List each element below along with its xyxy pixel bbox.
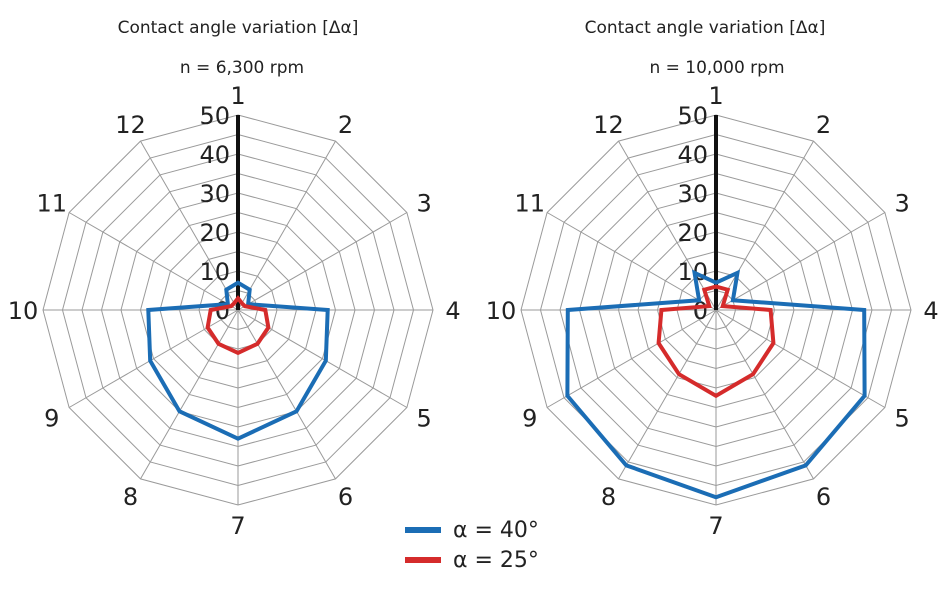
radial-tick-label: 0: [693, 297, 708, 325]
radial-tick-label: 20: [199, 219, 230, 247]
radial-tick-label: 40: [199, 141, 230, 169]
category-label: 8: [123, 483, 138, 511]
radial-tick-label: 30: [199, 180, 230, 208]
legend-label-alpha-25: α = 25°: [453, 547, 539, 573]
grid-spoke: [546, 212, 717, 311]
grid-spoke: [237, 140, 336, 311]
radial-tick-label: 40: [677, 141, 708, 169]
grid-spoke: [237, 212, 408, 311]
category-label: 11: [515, 190, 546, 218]
category-label: 10: [8, 297, 39, 325]
category-label: 2: [338, 111, 353, 139]
grid-spoke: [715, 309, 886, 408]
category-label: 10: [486, 297, 517, 325]
category-label: 4: [445, 297, 460, 325]
category-label: 8: [601, 483, 616, 511]
series-alpha-40-line: [565, 269, 867, 500]
category-label: 5: [417, 405, 432, 433]
right-chart-title: Contact angle variation [Δα]: [584, 18, 826, 38]
radial-tick-label: 50: [199, 102, 230, 130]
grid-spoke: [715, 212, 886, 311]
right-chart-subtitle: n = 10,000 rpm: [649, 58, 785, 78]
grid-spoke: [546, 309, 717, 408]
category-label: 3: [895, 190, 910, 218]
grid-spoke: [715, 309, 814, 480]
series-alpha-40-line: [146, 280, 330, 441]
category-label: 4: [923, 297, 938, 325]
legend-item-alpha-25: α = 25°: [405, 545, 539, 575]
category-label: 11: [37, 190, 68, 218]
category-label: 7: [230, 512, 245, 540]
grid-spoke: [618, 309, 717, 480]
grid-spoke: [68, 309, 239, 408]
grid-spoke: [140, 309, 239, 480]
legend-label-alpha-40: α = 40°: [453, 517, 539, 543]
grid-spoke: [715, 140, 814, 311]
category-label: 6: [816, 483, 831, 511]
legend-swatch-blue: [405, 527, 441, 533]
radial-tick-label: 10: [199, 258, 230, 286]
grid-spoke: [140, 140, 239, 311]
radial-tick-label: 20: [677, 219, 708, 247]
legend-item-alpha-40: α = 40°: [405, 515, 539, 545]
category-label: 9: [44, 405, 59, 433]
category-label: 7: [708, 512, 723, 540]
category-label: 5: [895, 405, 910, 433]
grid-spoke: [237, 309, 336, 480]
radial-tick-label: 30: [677, 180, 708, 208]
category-label: 6: [338, 483, 353, 511]
category-label: 12: [115, 111, 146, 139]
radial-tick-label: 50: [677, 102, 708, 130]
grid-spoke: [68, 212, 239, 311]
category-label: 3: [417, 190, 432, 218]
category-label: 12: [593, 111, 624, 139]
category-label: 1: [230, 82, 245, 110]
left-chart-subtitle: n = 6,300 rpm: [179, 58, 305, 78]
grid-spoke: [618, 140, 717, 311]
category-label: 1: [708, 82, 723, 110]
legend-swatch-red: [405, 557, 441, 563]
legend: α = 40° α = 25°: [405, 515, 539, 575]
category-label: 9: [522, 405, 537, 433]
left-chart-title: Contact angle variation [Δα]: [117, 18, 359, 38]
series-alpha-25-line: [656, 284, 776, 399]
grid-spoke: [237, 309, 408, 408]
series-alpha-25-line: [205, 295, 271, 356]
category-label: 2: [816, 111, 831, 139]
